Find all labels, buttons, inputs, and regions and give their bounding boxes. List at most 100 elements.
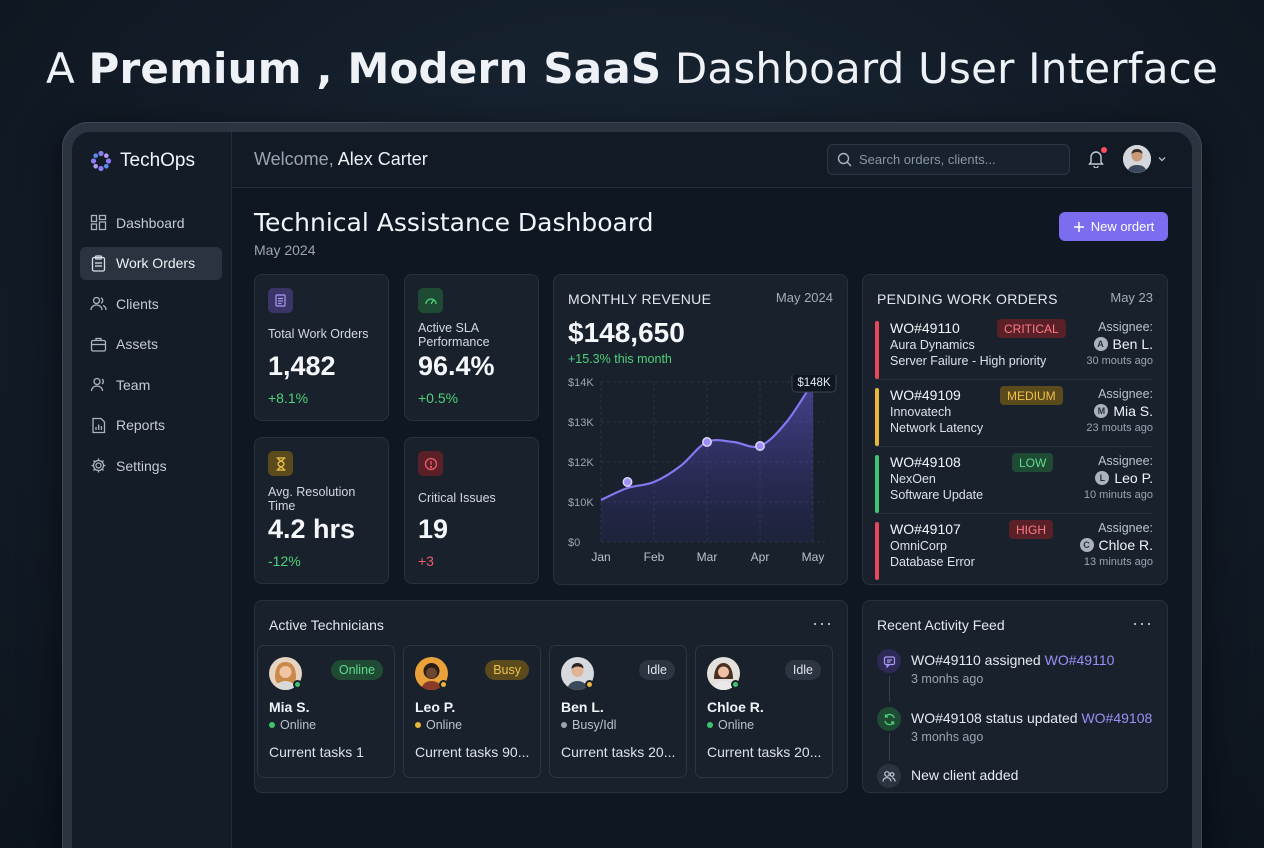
kpi-card-sla-performance[interactable]: Active SLA Performance 96.4% +0.5%	[404, 274, 539, 421]
more-options-icon[interactable]: ···	[812, 613, 833, 633]
sidebar-item-label: Settings	[116, 457, 167, 474]
sidebar-item-assets[interactable]: Assets	[80, 328, 222, 361]
sidebar-item-label: Reports	[116, 417, 166, 433]
technician-tasks: Current tasks 20...	[707, 744, 822, 760]
sidebar-item-clients[interactable]: Clients	[80, 287, 222, 320]
logo-icon	[90, 150, 112, 172]
priority-bar	[875, 321, 879, 379]
divider	[875, 513, 1153, 514]
tooltip-label: $148K	[797, 377, 831, 389]
sidebar-item-label: Dashboard	[116, 214, 185, 231]
sidebar-item-settings[interactable]: Settings	[80, 449, 222, 482]
device-frame: TechOps Dashboard Work Orders Clients As…	[62, 122, 1202, 848]
more-options-icon[interactable]: ···	[1132, 613, 1153, 633]
data-point[interactable]	[622, 477, 633, 487]
work-order-description: Server Failure - High priority	[890, 354, 1047, 368]
assignee-label: Assignee:	[1098, 387, 1153, 401]
revenue-value: $148,650	[568, 317, 685, 348]
assignee: A Ben L.	[1093, 336, 1153, 352]
technician-card[interactable]: Idle Ben L. Busy/Idl Current tasks 20...	[549, 645, 687, 778]
priority-badge: MEDIUM	[1000, 386, 1063, 405]
status-badge: Online	[330, 660, 383, 680]
technician-status: Online	[269, 718, 316, 732]
technician-avatar	[561, 657, 594, 690]
search-box[interactable]	[827, 144, 1070, 175]
data-point[interactable]	[702, 437, 712, 447]
sidebar-item-reports[interactable]: Reports	[80, 409, 222, 442]
activity-text: WO#49110 assigned WO#49110	[911, 652, 1115, 668]
gauge-icon	[424, 298, 437, 305]
technician-card[interactable]: Busy Leo P. Online Current tasks 90...	[403, 645, 541, 778]
sidebar-item-dashboard[interactable]: Dashboard	[80, 206, 222, 239]
brand[interactable]: TechOps	[90, 150, 195, 172]
status-badge: Busy	[485, 660, 529, 680]
status-badge: Idle	[638, 660, 675, 680]
plus-icon	[1073, 221, 1084, 232]
search-icon	[837, 152, 852, 167]
team-icon	[90, 377, 104, 392]
work-order-row[interactable]: WO#49108 NexOen Software Update LOW Assi…	[875, 453, 1153, 513]
timeline-line	[889, 676, 890, 702]
revenue-delta: +15.3% this month	[568, 352, 672, 366]
assignee-label: Assignee:	[1098, 320, 1153, 334]
comment-icon	[883, 655, 895, 668]
sidebar-item-label: Work Orders	[116, 255, 196, 271]
kpi-card-total-work-orders[interactable]: Total Work Orders 1,482 +8.1%	[254, 274, 389, 421]
status-dot	[585, 680, 594, 689]
work-order-row[interactable]: WO#49110 Aura Dynamics Server Failure - …	[875, 319, 1153, 379]
work-order-client: OmniCorp	[890, 539, 947, 553]
status-badge: Idle	[784, 660, 821, 680]
revenue-date: May 2024	[775, 290, 833, 305]
assignee: C Chloe R.	[1079, 537, 1153, 553]
kpi-delta: +0.5%	[418, 390, 459, 406]
kpi-card-critical-issues[interactable]: Critical Issues 19 +3	[404, 437, 539, 584]
activity-icon	[877, 649, 901, 673]
assignee-avatar: C	[1079, 538, 1094, 552]
data-point[interactable]	[755, 441, 765, 451]
refresh-icon	[883, 713, 895, 725]
work-order-time: 13 minuts ago	[1083, 556, 1153, 568]
divider	[875, 446, 1153, 447]
status-dot	[731, 680, 740, 689]
revenue-area	[601, 382, 813, 542]
technician-avatar	[415, 657, 448, 690]
activity-icon	[877, 707, 901, 731]
status-dot	[293, 680, 302, 689]
sidebar-item-team[interactable]: Team	[80, 368, 222, 401]
work-order-time: 10 minuts ago	[1083, 489, 1153, 501]
technician-tasks: Current tasks 20...	[561, 744, 676, 760]
user-avatar[interactable]	[1123, 145, 1151, 173]
activity-link[interactable]: WO#49110	[1044, 652, 1115, 668]
avatar-image	[1123, 145, 1151, 173]
technician-card[interactable]: Online Mia S. Online Current tasks 1	[257, 645, 395, 778]
kpi-delta: +8.1%	[268, 390, 309, 406]
activity-time: 3 monhs ago	[911, 672, 984, 686]
revenue-title: MONTHLY REVENUE	[568, 291, 712, 307]
brand-name: TechOps	[120, 150, 195, 171]
work-order-time: 23 mouts ago	[1086, 422, 1153, 434]
x-tick-label: Apr	[751, 550, 770, 564]
chevron-down-icon[interactable]	[1157, 154, 1167, 164]
technician-status: Online	[707, 718, 754, 732]
kpi-label: Active SLA Performance	[418, 321, 490, 349]
assignee: L Leo P.	[1095, 470, 1153, 486]
status-dot	[439, 680, 448, 689]
work-order-description: Database Error	[890, 555, 975, 569]
notification-button[interactable]	[1087, 147, 1107, 173]
alert-icon	[424, 457, 437, 470]
priority-bar	[875, 522, 879, 580]
kpi-card-resolution-time[interactable]: Avg. Resolution Time 4.2 hrs -12%	[254, 437, 389, 584]
app-screen: TechOps Dashboard Work Orders Clients As…	[72, 132, 1192, 848]
document-icon	[275, 294, 286, 307]
new-order-button[interactable]: New ordert	[1059, 212, 1168, 241]
technician-card[interactable]: Idle Chloe R. Online Current tasks 20...	[695, 645, 833, 778]
work-order-row[interactable]: WO#49107 OmniCorp Database Error HIGH As…	[875, 520, 1153, 580]
activity-link[interactable]: WO#49108	[1081, 710, 1153, 726]
sidebar-item-work-orders[interactable]: Work Orders	[80, 246, 222, 280]
technicians-title: Active Technicians	[269, 617, 384, 633]
kpi-value: 96.4%	[418, 351, 495, 381]
work-order-id: WO#49109	[890, 387, 961, 403]
kpi-icon-box	[418, 288, 443, 313]
search-input[interactable]	[859, 152, 1059, 167]
work-order-row[interactable]: WO#49109 Innovatech Network Latency MEDI…	[875, 386, 1153, 446]
